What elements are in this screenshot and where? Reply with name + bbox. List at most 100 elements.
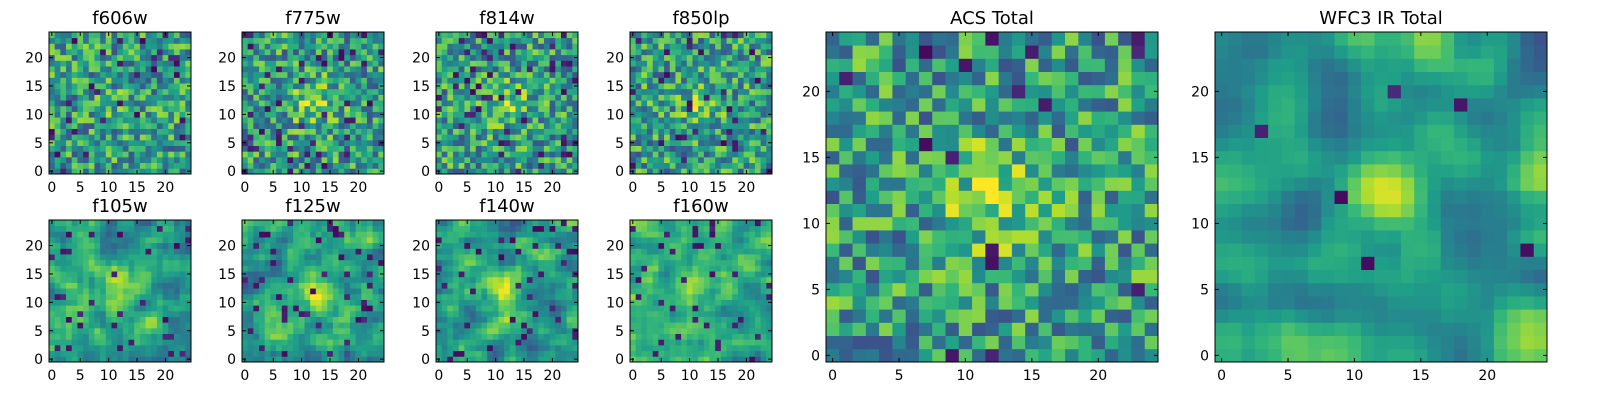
heatmap-cell (344, 71, 351, 78)
heatmap-cell (355, 134, 362, 141)
heatmap-cell (652, 299, 659, 306)
heatmap-cell (264, 88, 271, 95)
heatmap-cell (658, 128, 665, 135)
heatmap-cell (173, 344, 181, 352)
heatmap-cell (470, 316, 477, 323)
heatmap-cell (675, 339, 682, 346)
heatmap-cell (259, 105, 266, 112)
heatmap-cell (641, 356, 648, 363)
heatmap-cell (509, 105, 516, 112)
x-tick-label: 10 (100, 368, 118, 384)
heatmap-cell (686, 162, 693, 169)
heatmap-cell (647, 276, 654, 283)
heatmap-cell (281, 225, 288, 232)
heatmap-cell (139, 350, 146, 357)
heatmap-cell (366, 83, 374, 90)
heatmap-cell (315, 105, 322, 112)
heatmap-cell (344, 231, 351, 238)
heatmap-cell (315, 43, 322, 50)
heatmap-cell (720, 276, 727, 283)
heatmap-cell (635, 54, 642, 61)
heatmap-cell (709, 94, 716, 101)
heatmap-cell (436, 37, 443, 44)
heatmap-cell (372, 94, 379, 101)
heatmap-cell (66, 162, 73, 169)
heatmap-cell (504, 100, 511, 107)
heatmap-cell (732, 111, 739, 118)
heatmap-cell (105, 117, 112, 124)
heatmap-cell (470, 242, 477, 249)
heatmap-cell (54, 145, 61, 152)
heatmap-cell (117, 111, 124, 118)
heatmap-cell (185, 288, 192, 295)
heatmap-cell (754, 37, 762, 44)
y-tick-label: 0 (34, 164, 43, 180)
heatmap-cell (321, 134, 328, 141)
heatmap-cell (760, 54, 767, 61)
heatmap-cell (83, 254, 90, 261)
heatmap-cell (247, 248, 254, 255)
heatmap-cell (470, 265, 477, 272)
heatmap-cell (538, 237, 545, 244)
heatmap-cell (310, 282, 317, 289)
heatmap-cell (253, 327, 260, 334)
heatmap-cell (310, 71, 317, 78)
heatmap-cell (117, 231, 124, 238)
heatmap-cell (566, 105, 573, 112)
heatmap-cell (703, 83, 710, 90)
heatmap-cell (464, 77, 471, 84)
heatmap-cell (361, 271, 368, 278)
heatmap-cell (344, 242, 351, 249)
heatmap-cell (566, 310, 573, 317)
heatmap-cell (310, 288, 317, 295)
panel-title: f125w (285, 196, 340, 217)
heatmap-cell (538, 322, 545, 329)
heatmap-cell (630, 162, 637, 169)
heatmap-cell (760, 32, 767, 39)
heatmap-cell (94, 282, 101, 289)
heatmap-cell (270, 83, 277, 90)
heatmap-cell (453, 37, 460, 44)
heatmap-cell (453, 66, 460, 73)
heatmap-cell (156, 122, 163, 129)
heatmap-cell (94, 333, 101, 340)
heatmap-cell (664, 139, 671, 146)
heatmap-cell (366, 43, 374, 50)
heatmap-cell (498, 117, 505, 124)
heatmap-cell (498, 299, 505, 306)
heatmap-cell (760, 310, 767, 317)
heatmap-cell (185, 293, 192, 300)
heatmap-cell (281, 66, 288, 73)
heatmap-cell (168, 139, 175, 146)
heatmap-cell (686, 49, 693, 56)
heatmap-cell (139, 333, 146, 340)
heatmap-cell (726, 43, 733, 50)
heatmap-cell (111, 293, 118, 300)
heatmap-cell (344, 288, 351, 295)
heatmap-cell (276, 105, 283, 112)
heatmap-cell (151, 322, 158, 329)
heatmap-cell (310, 276, 317, 283)
heatmap-cell (754, 100, 762, 107)
heatmap-cell (458, 356, 465, 363)
heatmap-cell (749, 162, 756, 169)
heatmap-cell (647, 145, 654, 152)
heatmap-cell (117, 322, 124, 329)
heatmap-cell (88, 327, 95, 334)
heatmap-cell (168, 151, 175, 158)
heatmap-cell (287, 139, 294, 146)
heatmap-cell (168, 350, 175, 357)
heatmap-cell (635, 83, 642, 90)
heatmap-cell (453, 77, 460, 84)
heatmap-cell (100, 220, 107, 227)
heatmap-cell (453, 288, 460, 295)
heatmap-cell (259, 151, 266, 158)
heatmap-cell (549, 128, 556, 135)
x-tick-label: 15 (128, 180, 146, 196)
heatmap-cell (743, 322, 750, 329)
heatmap-cell (94, 134, 101, 141)
heatmap-cell (259, 88, 266, 95)
heatmap-cell (134, 316, 141, 323)
heatmap-cell (122, 310, 129, 317)
